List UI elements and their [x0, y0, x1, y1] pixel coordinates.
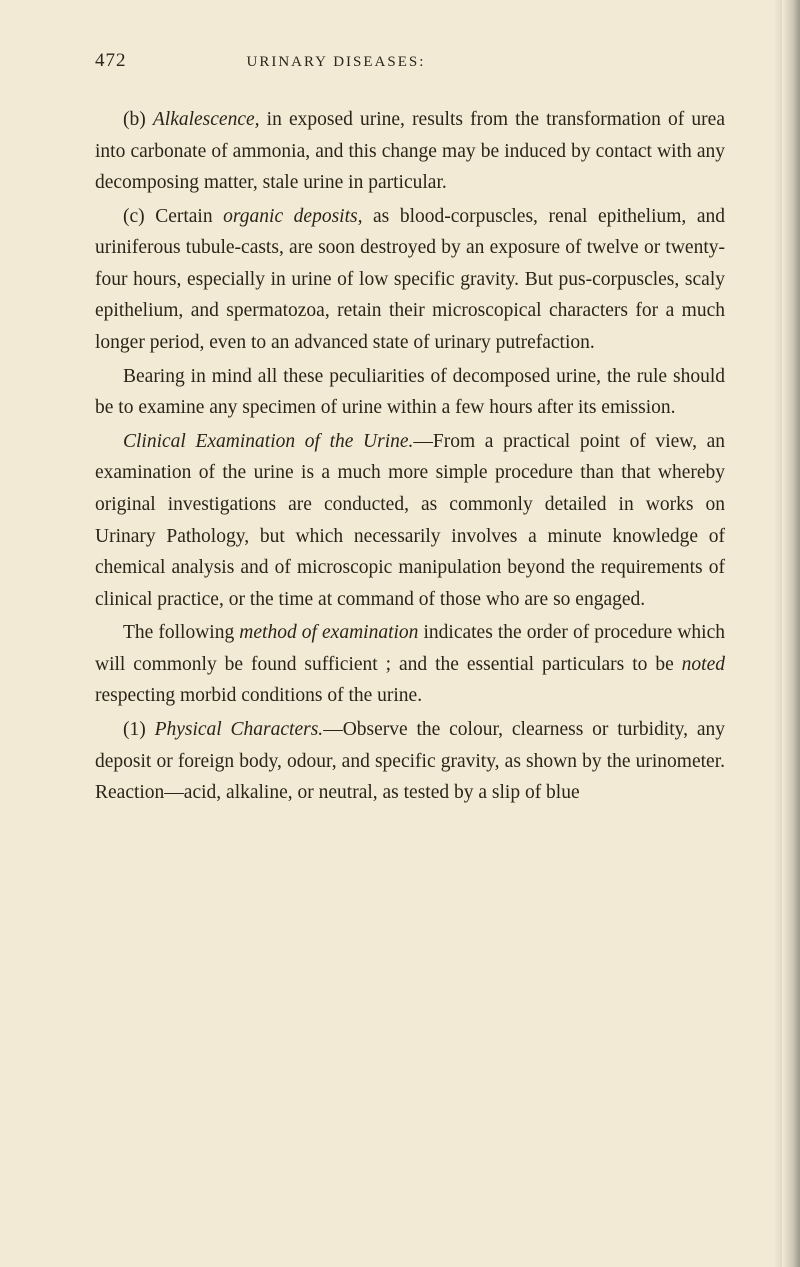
paragraph-b: (b) Alkalescence, in exposed urine, resu…	[95, 104, 725, 199]
label-c: (c) Certain	[123, 206, 223, 227]
heading-clinical-examination: Clinical Examination of the Urine.	[123, 431, 413, 452]
term-alkalescence: Alkalescence,	[153, 109, 260, 130]
page-edge-shadow	[782, 0, 800, 1267]
page-header: 472 URINARY DISEASES:	[95, 50, 725, 72]
paragraph-bearing: Bearing in mind all these peculiarities …	[95, 361, 725, 424]
term-organic-deposits: organic deposits,	[223, 206, 362, 227]
page-edge-shadow-inner	[774, 0, 782, 1267]
text-c: as blood-corpuscles, renal epithelium, a…	[95, 206, 725, 353]
page-number: 472	[95, 50, 127, 72]
paragraph-method: The following method of examination indi…	[95, 617, 725, 712]
heading-physical-characters: Physical Characters.	[155, 719, 324, 740]
text-method-a: The following	[123, 622, 239, 643]
paragraph-c: (c) Certain organic deposits, as blood-c…	[95, 201, 725, 359]
paragraph-physical: (1) Physical Characters.—Observe the col…	[95, 714, 725, 809]
term-noted: noted	[682, 654, 725, 675]
label-b: (b)	[123, 109, 153, 130]
text-clinical: —From a practical point of view, an exam…	[95, 431, 725, 610]
text-method-c: respecting morbid conditions of the urin…	[95, 685, 422, 706]
label-1: (1)	[123, 719, 155, 740]
page-content: (b) Alkalescence, in exposed urine, resu…	[95, 104, 725, 809]
paragraph-clinical: Clinical Examination of the Urine.—From …	[95, 426, 725, 615]
term-method-of-examination: method of examination	[239, 622, 418, 643]
text-bearing: Bearing in mind all these peculiarities …	[95, 366, 725, 419]
running-title: URINARY DISEASES:	[247, 54, 426, 71]
